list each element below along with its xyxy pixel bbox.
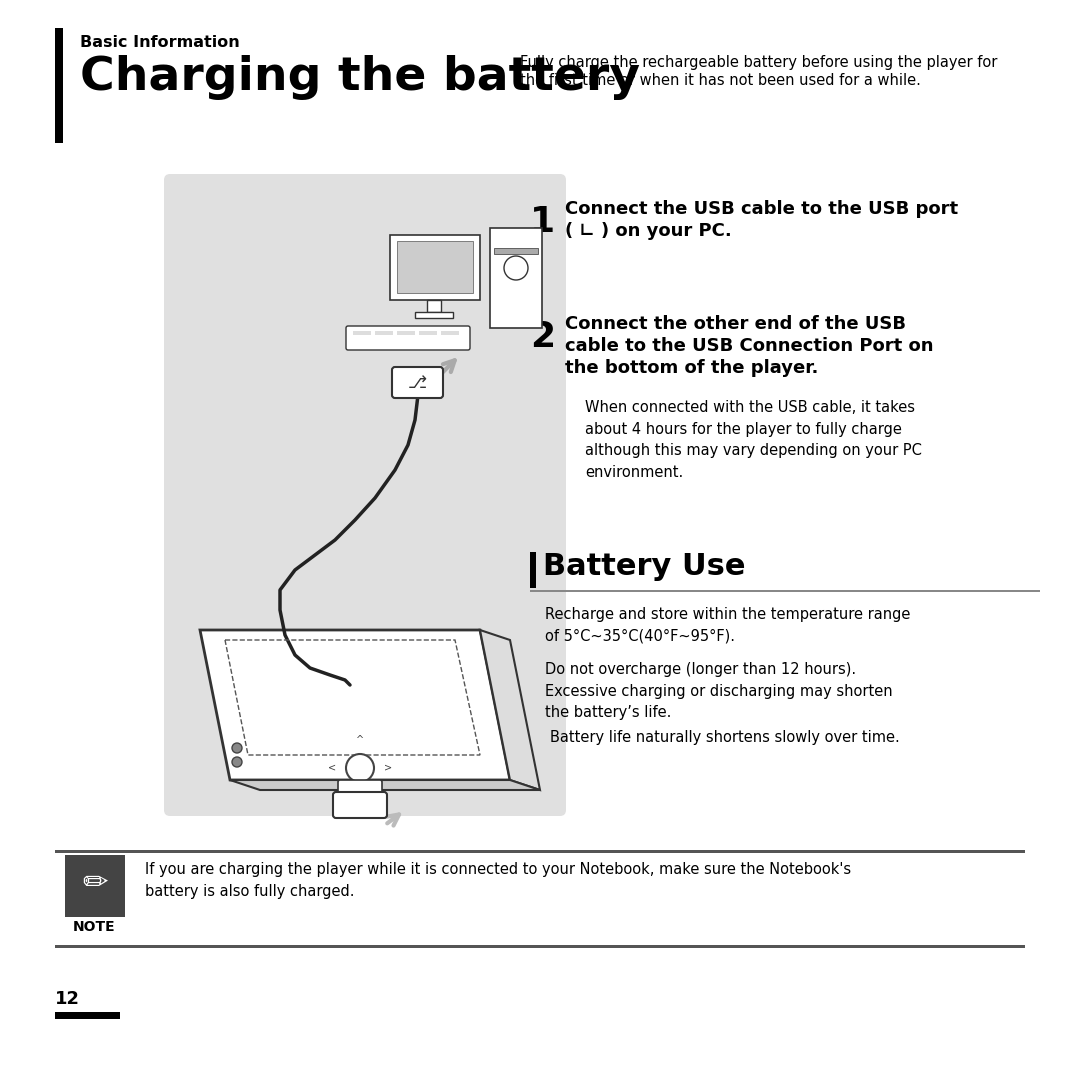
Bar — [55, 28, 63, 143]
Text: ^: ^ — [356, 735, 364, 745]
Text: Recharge and store within the temperature range
of 5°C~35°C(40°F~95°F).: Recharge and store within the temperatur… — [545, 607, 910, 644]
Text: ✏: ✏ — [82, 868, 108, 897]
Text: 2: 2 — [530, 320, 555, 354]
Bar — [490, 228, 542, 328]
Text: v: v — [357, 791, 363, 801]
Text: 1: 1 — [530, 205, 555, 239]
Text: Connect the other end of the USB: Connect the other end of the USB — [565, 315, 906, 333]
FancyBboxPatch shape — [346, 326, 470, 350]
Bar — [441, 330, 459, 335]
Text: If you are charging the player while it is connected to your Notebook, make sure: If you are charging the player while it … — [145, 862, 851, 899]
Bar — [415, 312, 453, 318]
Text: NOTE: NOTE — [73, 920, 116, 934]
Polygon shape — [200, 630, 510, 780]
Bar — [55, 945, 1025, 948]
Text: >: > — [383, 762, 392, 773]
Text: 12: 12 — [55, 990, 80, 1008]
Bar — [494, 248, 538, 254]
Text: Charging the battery: Charging the battery — [80, 55, 640, 100]
Text: Battery Use: Battery Use — [543, 552, 745, 581]
FancyBboxPatch shape — [392, 367, 443, 399]
Text: Connect the USB cable to the USB port: Connect the USB cable to the USB port — [565, 200, 958, 218]
Bar — [55, 850, 1025, 853]
FancyBboxPatch shape — [333, 792, 387, 818]
Bar — [530, 590, 1040, 592]
Bar — [55, 1012, 120, 1020]
Text: cable to the USB Connection Port on: cable to the USB Connection Port on — [565, 337, 933, 355]
Bar — [397, 241, 473, 293]
Text: Battery life naturally shortens slowly over time.: Battery life naturally shortens slowly o… — [550, 730, 900, 745]
Polygon shape — [480, 630, 540, 789]
Circle shape — [232, 743, 242, 753]
Text: ( ∟ ) on your PC.: ( ∟ ) on your PC. — [565, 222, 732, 240]
Text: the first time or when it has not been used for a while.: the first time or when it has not been u… — [519, 73, 921, 87]
Bar — [375, 330, 393, 335]
Bar — [530, 552, 536, 588]
Circle shape — [346, 754, 374, 782]
Text: Fully charge the rechargeable battery before using the player for: Fully charge the rechargeable battery be… — [519, 55, 997, 70]
Bar — [419, 330, 437, 335]
FancyBboxPatch shape — [164, 174, 566, 816]
Text: Do not overcharge (longer than 12 hours).
Excessive charging or discharging may : Do not overcharge (longer than 12 hours)… — [545, 662, 893, 720]
Text: When connected with the USB cable, it takes
about 4 hours for the player to full: When connected with the USB cable, it ta… — [585, 400, 922, 480]
Circle shape — [232, 757, 242, 767]
Circle shape — [504, 256, 528, 280]
Text: ⎇: ⎇ — [407, 374, 427, 392]
Bar — [353, 330, 372, 335]
Bar — [390, 235, 480, 300]
Text: <: < — [328, 762, 336, 773]
Text: Basic Information: Basic Information — [80, 35, 240, 50]
Polygon shape — [230, 780, 540, 789]
Bar — [397, 330, 415, 335]
FancyBboxPatch shape — [338, 780, 382, 799]
Text: the bottom of the player.: the bottom of the player. — [565, 359, 819, 377]
Bar — [65, 855, 125, 917]
Bar — [427, 300, 441, 312]
